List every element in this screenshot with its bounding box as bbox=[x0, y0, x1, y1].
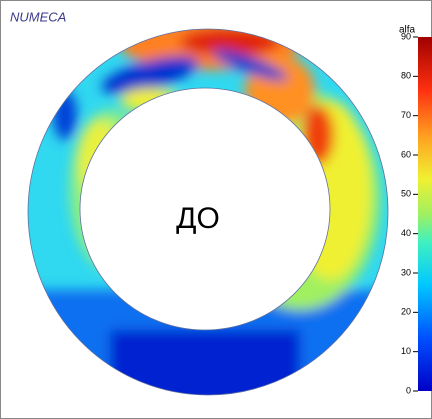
colorbar-title: alfa bbox=[399, 25, 416, 36]
tick-label: 60 bbox=[401, 149, 411, 159]
tick-label: 70 bbox=[401, 110, 411, 120]
colorbar-ticks: 0 10 20 30 40 50 60 70 80 90 bbox=[401, 31, 418, 395]
tick-label: 30 bbox=[401, 267, 411, 277]
brand: NUMECA bbox=[10, 9, 66, 24]
tick-label: 10 bbox=[401, 346, 411, 356]
tick-label: 40 bbox=[401, 228, 411, 238]
tick-label: 0 bbox=[406, 385, 411, 395]
ring-outline bbox=[27, 28, 389, 396]
colorbar bbox=[418, 37, 432, 391]
tick-label: 90 bbox=[401, 31, 411, 41]
plot-label: ДО bbox=[176, 202, 220, 235]
tick-label: 50 bbox=[401, 189, 411, 199]
tick-label: 80 bbox=[401, 71, 411, 81]
tick-label: 20 bbox=[401, 307, 411, 317]
